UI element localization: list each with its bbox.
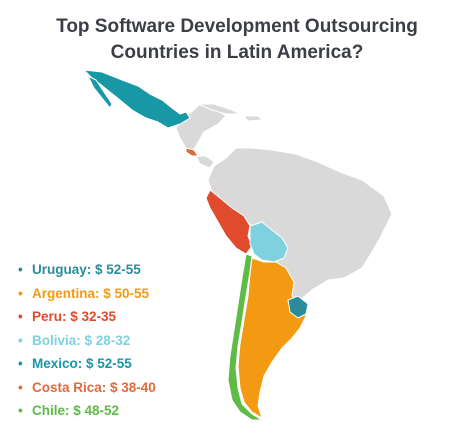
legend-label: Costa Rica: $ 38-40 <box>32 379 156 395</box>
map-title-line-1: Top Software Development Outsourcing <box>56 16 418 37</box>
country-mexico-baja <box>87 75 113 109</box>
country-argentina <box>237 257 307 419</box>
legend-bullet-icon: • <box>18 403 23 418</box>
legend-bullet-icon: • <box>18 356 23 371</box>
legend-label: Uruguay: $ 52-55 <box>32 262 141 277</box>
map-title: Top Software Development Outsourcing Cou… <box>0 14 474 66</box>
country-peru <box>205 189 253 255</box>
country-uruguay <box>287 295 309 319</box>
legend-label: Chile: $ 48-52 <box>32 403 120 418</box>
legend-bullet-icon: • <box>18 285 23 301</box>
legend: • Uruguay: $ 52-55 • Argentina: $ 50-55 • P… <box>18 258 156 423</box>
legend-bullet-icon: • <box>18 332 23 348</box>
legend-bullet-icon: • <box>18 309 23 324</box>
land-cuba <box>197 103 241 115</box>
map-title-line-2: Countries in Latin America? <box>110 42 364 63</box>
country-costa-rica <box>185 147 199 157</box>
land-caribbean-islands <box>243 115 263 122</box>
legend-item-chile: • Chile: $ 48-52 <box>18 399 156 423</box>
legend-label: Argentina: $ 50-55 <box>32 285 150 301</box>
country-bolivia <box>249 221 289 263</box>
legend-item-costa-rica: • Costa Rica: $ 38-40 <box>18 376 156 400</box>
legend-item-peru: • Peru: $ 32-35 <box>18 305 156 329</box>
legend-label: Peru: $ 32-35 <box>32 309 117 324</box>
country-chile <box>227 253 263 421</box>
legend-label: Mexico: $ 52-55 <box>32 356 132 371</box>
legend-label: Bolivia: $ 28-32 <box>32 332 131 348</box>
country-mexico <box>83 69 191 129</box>
legend-item-mexico: • Mexico: $ 52-55 <box>18 352 156 376</box>
land-panama <box>195 155 215 169</box>
legend-bullet-icon: • <box>18 262 23 277</box>
legend-item-argentina: • Argentina: $ 50-55 <box>18 282 156 306</box>
legend-item-bolivia: • Bolivia: $ 28-32 <box>18 329 156 353</box>
legend-item-uruguay: • Uruguay: $ 52-55 <box>18 258 156 282</box>
legend-bullet-icon: • <box>18 379 23 395</box>
